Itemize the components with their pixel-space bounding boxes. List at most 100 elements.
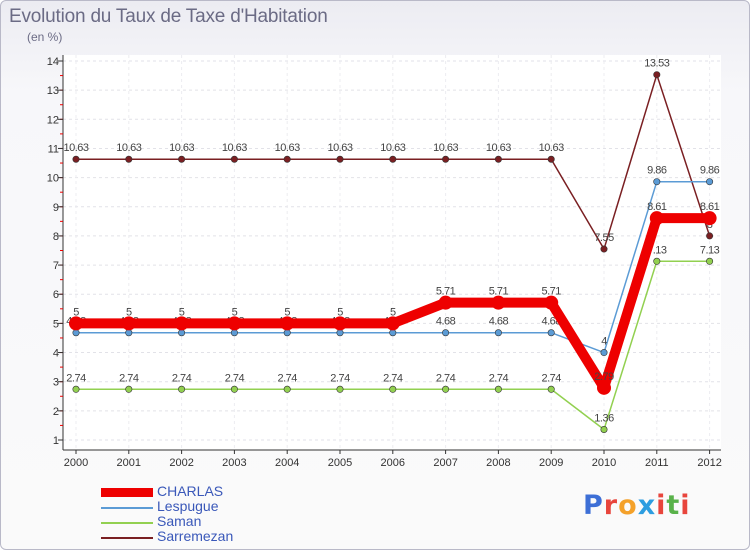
data-point-lespugue [389,329,397,337]
data-point-sarremezan [706,232,714,240]
data-label-saman: 2.74 [330,372,350,384]
brand-logo: Proxiti [583,490,691,521]
data-point-charlas [544,295,559,310]
x-tick-label: 2009 [539,457,563,469]
legend-swatch [101,488,153,497]
data-label-sarremezan: 10.63 [433,142,458,154]
x-tick-label: 2006 [381,457,405,469]
data-point-sarremezan [494,155,502,163]
y-tick-label: 6 [53,289,59,301]
data-point-sarremezan [653,71,661,79]
data-label-saman: 2.74 [172,372,192,384]
data-point-sarremezan [72,155,80,163]
data-point-lespugue [178,329,186,337]
data-point-lespugue [125,329,133,337]
y-tick-label: 4 [53,348,59,360]
data-point-charlas [491,295,506,310]
legend-swatch [101,522,153,524]
data-point-sarremezan [600,245,608,253]
data-point-sarremezan [178,155,186,163]
data-point-saman [547,385,555,393]
plot-area [63,55,721,450]
x-tick-label: 2001 [117,457,141,469]
brand-letter: x [637,490,657,521]
data-label-charlas: 5 [390,306,396,318]
data-point-lespugue [706,178,714,186]
data-point-lespugue [547,329,555,337]
data-label-charlas: 5.71 [436,286,456,298]
data-label-lespugue: 4 [601,336,607,348]
data-point-saman [442,385,450,393]
legend-label: Sarremezan [157,528,234,544]
data-label-charlas: 5.71 [489,286,509,298]
data-point-saman [125,385,133,393]
legend-swatch [101,507,153,509]
y-tick-label: 1 [53,435,59,447]
data-label-sarremezan: 10.63 [327,142,352,154]
data-point-saman [72,385,80,393]
data-point-sarremezan [283,155,291,163]
x-tick-label: 2011 [645,457,669,469]
data-label-charlas: 5 [337,306,343,318]
x-tick-label: 2004 [275,457,299,469]
legend-label: Saman [157,513,202,529]
x-tick-label: 2012 [697,457,721,469]
data-label-charlas: 5 [126,306,132,318]
data-point-saman [653,257,661,265]
data-label-charlas: 5 [232,306,238,318]
data-label-saman: 2.74 [66,372,86,384]
data-point-lespugue [283,329,291,337]
data-point-saman [230,385,238,393]
data-point-charlas [649,211,664,226]
data-label-saman: 2.74 [383,372,403,384]
legend-swatch [101,537,153,539]
y-tick-label: 2 [53,406,59,418]
data-label-sarremezan: 13.53 [644,58,669,70]
data-label-saman: 1.36 [594,413,614,425]
data-label-saman: 7.13 [700,244,720,256]
data-label-charlas: 5 [179,306,185,318]
brand-letter: t [666,490,681,521]
data-point-lespugue [230,329,238,337]
data-label-charlas: 5.71 [541,286,561,298]
data-label-saman: 2.74 [436,372,456,384]
data-label-sarremezan: 10.63 [222,142,247,154]
data-point-sarremezan [547,155,555,163]
x-tick-label: 2007 [433,457,457,469]
data-point-lespugue [494,329,502,337]
data-point-charlas [438,295,453,310]
brand-letter: r [603,490,619,521]
data-label-saman: 2.74 [119,372,139,384]
y-tick-label: 12 [47,114,59,126]
data-label-saman: 2.74 [277,372,297,384]
data-label-lespugue: 9.86 [700,165,720,177]
y-tick-label: 5 [53,318,59,330]
brand-letter: o [618,490,638,521]
data-point-charlas [333,316,347,331]
chart-subtitle: (en %) [27,30,63,44]
data-point-saman [600,426,608,434]
y-tick-label: 3 [53,377,59,389]
data-point-saman [389,385,397,393]
data-label-sarremezan: 7.55 [594,232,614,244]
data-label-charlas: 5 [73,306,79,318]
legend-label: CHARLAS [157,483,224,499]
data-point-charlas [385,316,400,331]
x-tick-label: 2010 [592,457,616,469]
brand-letter: i [680,490,691,521]
data-point-saman [178,385,186,393]
x-tick-label: 2008 [486,457,510,469]
data-point-charlas [174,316,189,331]
x-tick-label: 2000 [64,457,88,469]
brand-letter: P [583,490,604,521]
data-point-saman [283,385,291,393]
x-tick-label: 2003 [222,457,246,469]
brand-letter: i [656,490,667,521]
data-label-saman: 2.74 [541,372,561,384]
data-point-lespugue [72,329,80,337]
data-point-lespugue [442,329,450,337]
y-tick-label: 9 [53,202,59,214]
data-point-sarremezan [125,155,133,163]
data-point-saman [336,385,344,393]
